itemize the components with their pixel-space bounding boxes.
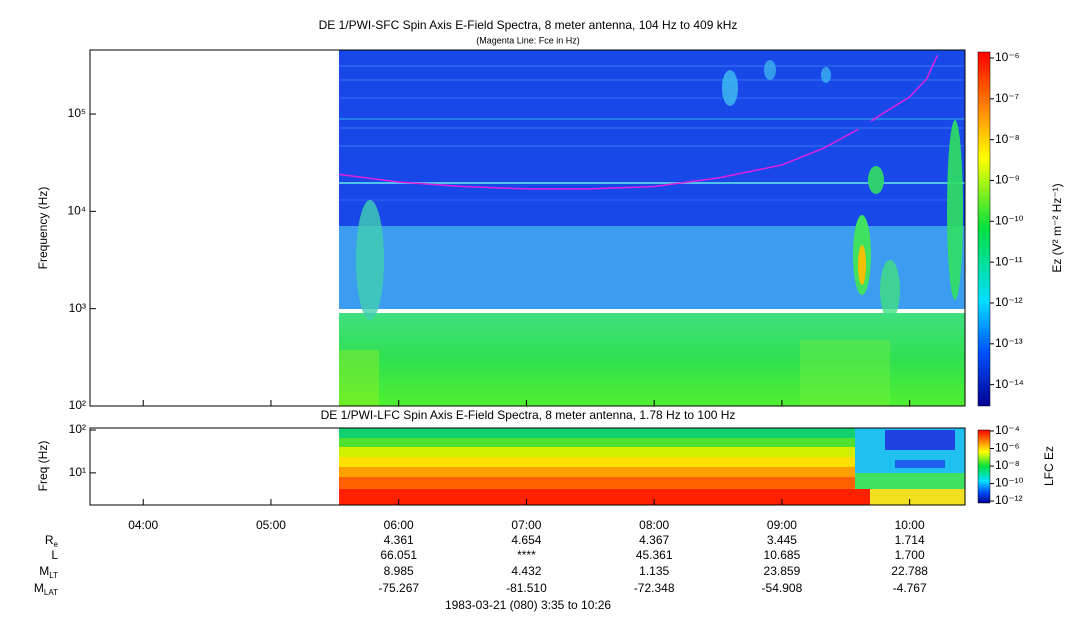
chart-title: DE 1/PWI-SFC Spin Axis E-Field Spectra, …: [319, 18, 738, 32]
colorbar-tick-label: 10⁻¹⁰: [995, 476, 1024, 490]
ephemeris-value: ****: [517, 548, 536, 562]
ephemeris-value: 8.985: [384, 564, 414, 578]
row-label: L: [51, 548, 58, 562]
ephemeris-value: -54.908: [762, 581, 803, 595]
row-name: M: [39, 564, 49, 578]
y-tick-label: 10⁴: [67, 204, 86, 218]
x-tick-label: 07:00: [511, 518, 541, 532]
y-tick-label: 10¹: [69, 465, 86, 479]
ephemeris-value: 1.714: [895, 533, 925, 547]
chart-title: DE 1/PWI-LFC Spin Axis E-Field Spectra, …: [321, 408, 736, 422]
x-tick-label: 10:00: [895, 518, 925, 532]
y-tick-label: 10³: [69, 301, 86, 315]
footer: 1983-03-21 (080) 3:35 to 10:26: [445, 598, 611, 612]
top-frame: [89, 49, 966, 407]
colorbar-tick-label: 10⁻⁸: [995, 132, 1020, 146]
colorbar-tick-label: 10⁻¹²: [995, 493, 1023, 507]
ephemeris-value: 10.685: [764, 548, 801, 562]
ephemeris-value: -75.267: [378, 581, 419, 595]
fce-line: [338, 55, 939, 190]
y-axis-label: Frequency (Hz): [36, 187, 50, 270]
row-label: Re: [45, 533, 59, 549]
x-tick-label: 06:00: [384, 518, 414, 532]
colorbar-top: [977, 51, 991, 407]
chart-subtitle: (Magenta Line: Fce in Hz): [476, 35, 580, 45]
ephemeris-value: 23.859: [764, 564, 801, 578]
colorbar-tick-label: 10⁻⁸: [995, 458, 1020, 472]
row-subscript: e: [54, 540, 59, 549]
ephemeris-value: 1.700: [895, 548, 925, 562]
y-tick-label: 10²: [69, 398, 86, 412]
colorbar-tick-label: 10⁻⁶: [995, 50, 1020, 64]
ephemeris-value: -81.510: [506, 581, 547, 595]
colorbar-label: LFC Ez: [1042, 446, 1056, 486]
ephemeris-value: 22.788: [891, 564, 928, 578]
row-subscript: LAT: [44, 588, 58, 597]
ephemeris-value: 4.367: [639, 533, 669, 547]
row-name: R: [45, 533, 54, 547]
ephemeris-value: 4.432: [511, 564, 541, 578]
colorbar-tick-label: 10⁻¹⁰: [995, 213, 1024, 227]
bottom-frame: [89, 427, 966, 506]
ephemeris-value: 1.135: [639, 564, 669, 578]
ephemeris-value: 3.445: [767, 533, 797, 547]
x-tick-label: 08:00: [639, 518, 669, 532]
colorbar-tick-label: 10⁻¹³: [995, 336, 1023, 350]
colorbar-tick-label: 10⁻¹²: [995, 295, 1023, 309]
row-subscript: LT: [49, 571, 58, 580]
spectrogram-top: [339, 50, 965, 406]
colorbar-tick-label: 10⁻¹¹: [995, 254, 1023, 268]
colorbar-bottom: [977, 429, 991, 504]
ephemeris-value: 45.361: [636, 548, 673, 562]
colorbar-tick-label: 10⁻⁹: [995, 173, 1020, 187]
colorbar-tick-label: 10⁻⁶: [995, 441, 1020, 455]
x-tick-label: 05:00: [256, 518, 286, 532]
row-label: MLAT: [34, 581, 58, 597]
row-name: L: [51, 548, 58, 562]
colorbar-tick-label: 10⁻⁴: [995, 423, 1020, 437]
ephemeris-value: -4.767: [893, 581, 927, 595]
colorbar-tick-label: 10⁻⁷: [995, 91, 1019, 105]
colorbar-label: Ez (V² m⁻² Hz⁻¹): [1050, 183, 1064, 272]
x-tick-label: 04:00: [128, 518, 158, 532]
row-label: MLT: [39, 564, 58, 580]
colorbar-tick-label: 10⁻¹⁴: [995, 377, 1024, 391]
ephemeris-value: 66.051: [380, 548, 417, 562]
y-tick-label: 10²: [69, 422, 86, 436]
spectrogram-bottom: [339, 428, 965, 505]
y-axis-label: Freq (Hz): [36, 441, 50, 492]
ephemeris-value: 4.361: [384, 533, 414, 547]
y-tick-label: 10⁵: [68, 106, 86, 120]
ephemeris-value: 4.654: [511, 533, 541, 547]
row-name: M: [34, 581, 44, 595]
x-tick-label: 09:00: [767, 518, 797, 532]
ephemeris-value: -72.348: [634, 581, 675, 595]
